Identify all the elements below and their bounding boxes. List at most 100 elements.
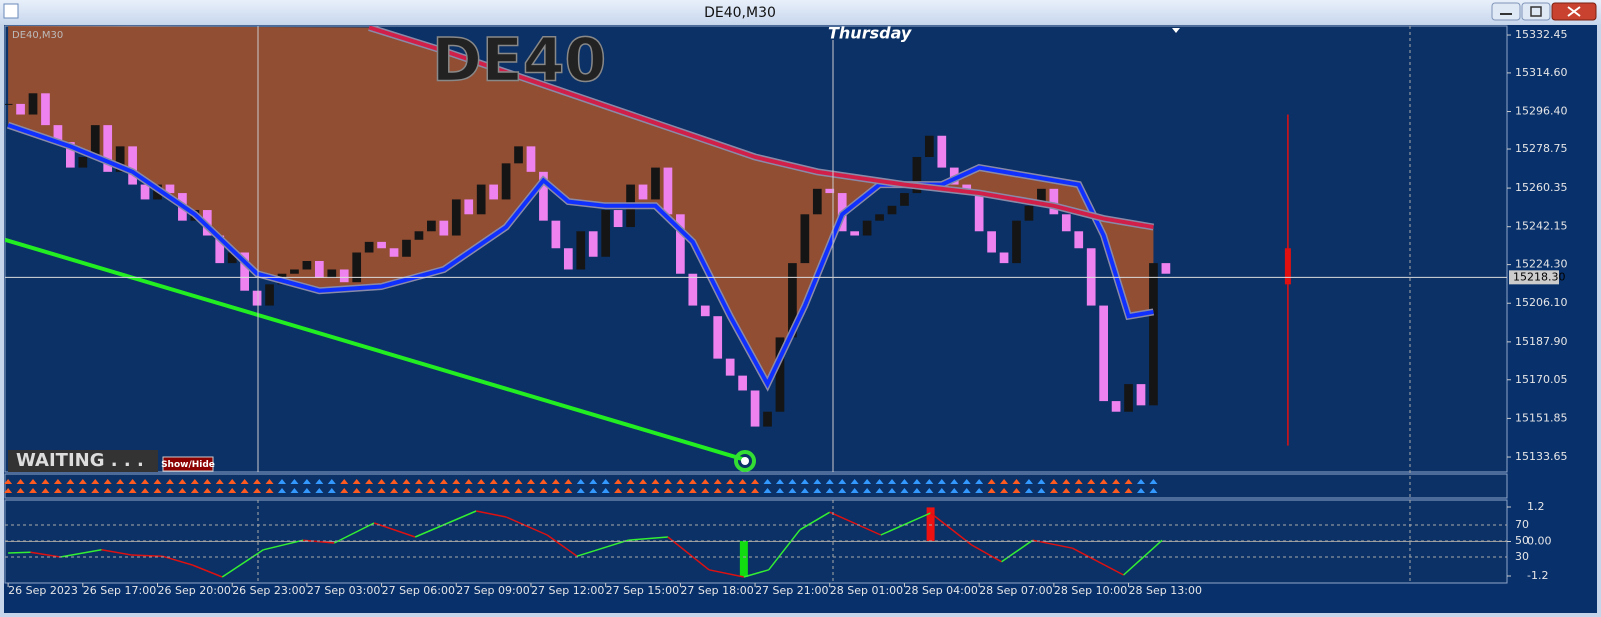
oscillator-segment bbox=[1001, 539, 1034, 563]
oscillator-segment bbox=[1123, 539, 1163, 576]
strip-arrow bbox=[601, 479, 610, 493]
strip-arrow bbox=[128, 479, 137, 493]
strip-arrow bbox=[290, 479, 299, 493]
strip-arrow bbox=[813, 479, 822, 493]
candle bbox=[16, 103, 25, 115]
candle bbox=[227, 252, 237, 264]
candle bbox=[875, 214, 884, 221]
y-tick-label: 70 bbox=[1515, 518, 1529, 531]
show-hide-label[interactable]: Show/Hide bbox=[161, 460, 215, 470]
candle bbox=[825, 188, 835, 194]
candle bbox=[290, 269, 299, 274]
strip-arrow bbox=[502, 479, 511, 493]
candle bbox=[974, 193, 984, 232]
oscillator-segment bbox=[476, 510, 507, 518]
strip-arrow bbox=[477, 479, 486, 493]
x-tick-label: 28 Sep 04:00 bbox=[904, 584, 977, 597]
strip-arrow bbox=[240, 479, 249, 493]
strip-arrow bbox=[277, 479, 286, 493]
y2-tick-label: -1.2 bbox=[1527, 569, 1548, 582]
strip-arrow bbox=[265, 479, 274, 493]
candle bbox=[215, 235, 225, 264]
candle bbox=[514, 146, 523, 164]
strip-arrow bbox=[676, 479, 685, 493]
strip-arrow bbox=[838, 479, 847, 493]
candle bbox=[1024, 205, 1034, 221]
strip-arrow bbox=[514, 479, 523, 493]
window-title: DE40,M30 bbox=[704, 5, 776, 21]
strip-arrow bbox=[439, 479, 448, 493]
strip-arrow bbox=[78, 479, 87, 493]
show-hide-button[interactable] bbox=[162, 456, 214, 472]
x-tick-label: 27 Sep 12:00 bbox=[531, 584, 604, 597]
oscillator-segment bbox=[192, 564, 223, 578]
strip-arrow bbox=[402, 479, 411, 493]
oscillator-segment bbox=[505, 516, 548, 536]
strip-arrow bbox=[91, 479, 100, 493]
candle bbox=[1111, 401, 1121, 412]
strip-arrow bbox=[489, 479, 498, 493]
oscillator-segment bbox=[414, 510, 477, 538]
strip-arrow bbox=[464, 479, 473, 493]
plot-layer: 15218.30 15332.45 15314.60 15296.40 15278.75… bbox=[4, 26, 1568, 597]
y-tick-label: 15187.90 bbox=[1515, 335, 1568, 348]
candle bbox=[414, 231, 424, 240]
oscillator-segment bbox=[768, 529, 801, 571]
y-tick-label: 15151.85 bbox=[1515, 411, 1568, 424]
oscillator-segment bbox=[576, 539, 629, 557]
minimize-button[interactable] bbox=[1491, 2, 1521, 21]
candle bbox=[1149, 263, 1158, 406]
candle bbox=[140, 184, 150, 200]
candle bbox=[676, 214, 685, 274]
y-tick-label: 15314.60 bbox=[1515, 66, 1568, 79]
candle bbox=[800, 214, 810, 264]
strip-arrow bbox=[16, 479, 25, 493]
candle bbox=[5, 103, 13, 105]
strip-arrow bbox=[29, 479, 38, 493]
candle bbox=[78, 156, 88, 168]
oscillator-segment bbox=[743, 569, 769, 578]
candle bbox=[663, 167, 673, 215]
maximize-button[interactable] bbox=[1521, 2, 1551, 21]
candle bbox=[725, 358, 735, 376]
strip-arrow bbox=[825, 479, 834, 493]
oscillator-segment bbox=[131, 554, 163, 557]
candle bbox=[41, 93, 50, 126]
strip-arrow bbox=[365, 479, 374, 493]
candle bbox=[763, 411, 772, 427]
strip-arrow bbox=[253, 479, 262, 493]
trendline bbox=[5, 237, 749, 463]
x-tick-label: 26 Sep 20:00 bbox=[158, 584, 231, 597]
candle bbox=[90, 125, 100, 157]
oscillator-segment bbox=[546, 534, 578, 557]
candle bbox=[352, 252, 362, 283]
marker-body bbox=[1284, 248, 1291, 285]
strip-arrow bbox=[701, 479, 710, 493]
strip-arrow bbox=[863, 479, 872, 493]
y-tick-label: 15260.35 bbox=[1515, 181, 1568, 194]
candle bbox=[53, 125, 63, 143]
x-tick-label: 28 Sep 01:00 bbox=[830, 584, 903, 597]
x-tick-label: 26 Sep 23:00 bbox=[232, 584, 305, 597]
candle bbox=[862, 220, 872, 236]
candle bbox=[128, 146, 137, 185]
x-tick-label: 27 Sep 03:00 bbox=[307, 584, 380, 597]
day-label: Thursday bbox=[828, 24, 912, 43]
candle bbox=[713, 316, 723, 359]
strip-arrow bbox=[1074, 479, 1083, 493]
candle bbox=[489, 184, 498, 200]
strip-arrow bbox=[41, 479, 50, 493]
strip-arrow bbox=[987, 479, 996, 493]
candle bbox=[451, 199, 461, 236]
oscillator-segment bbox=[930, 512, 973, 546]
strip-arrow bbox=[377, 479, 386, 493]
strip-arrow bbox=[1062, 479, 1071, 493]
strip-arrow bbox=[1099, 479, 1108, 493]
strip-arrow bbox=[912, 479, 921, 493]
x-tick-label: 28 Sep 13:00 bbox=[1129, 584, 1202, 597]
strip-arrow bbox=[1124, 479, 1133, 493]
strip-arrow bbox=[539, 479, 548, 493]
strip-arrow bbox=[639, 479, 648, 493]
strip-arrow bbox=[116, 479, 125, 493]
